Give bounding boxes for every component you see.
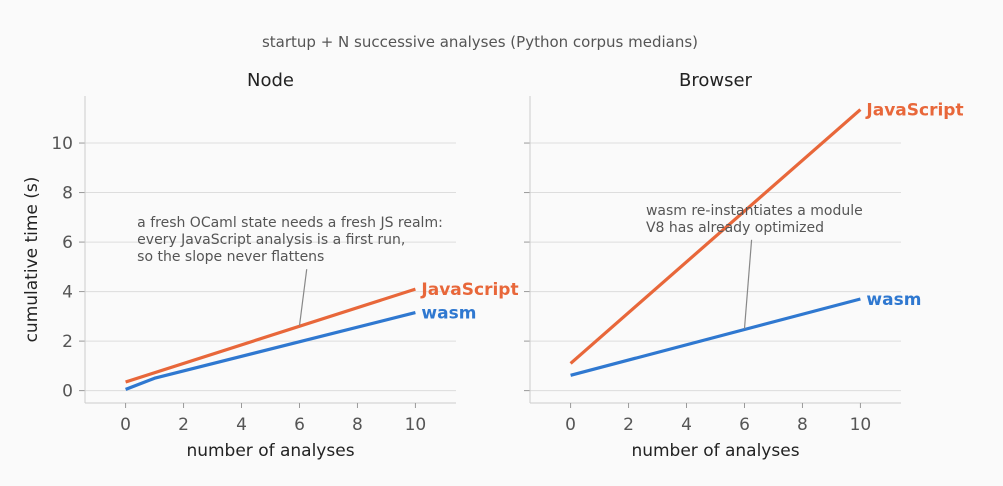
panel-browser: 0 2 4 6 8 10 number of analyses Browser JavaScri… (524, 70, 964, 461)
xtick-label: 8 (352, 415, 363, 435)
figure-suptitle: startup + N successive analyses (Python … (262, 33, 698, 51)
annotation-pointer (743, 239, 753, 329)
series-line-wasm (570, 297, 861, 377)
xtick-label: 6 (294, 415, 305, 435)
ytick-label: 4 (62, 283, 73, 303)
panel-title: Browser (679, 70, 753, 91)
xtick-label: 4 (681, 415, 692, 435)
series-label-javascript: JavaScript (420, 280, 518, 300)
annotation-text-line: so the slope never flattens (137, 249, 324, 265)
panel-node: 0 2 4 6 8 10 0 2 4 6 8 10 number of analyses cumulati… (22, 70, 519, 461)
annotation-text-line: wasm re-instantiates a module (646, 203, 863, 219)
y-axis-label: cumulative time (s) (22, 177, 42, 343)
annotation-pointer (298, 269, 308, 326)
x-axis-label: number of analyses (186, 441, 354, 461)
ytick-label: 0 (62, 382, 73, 402)
xtick-label: 2 (623, 415, 634, 435)
xtick-label: 2 (178, 415, 189, 435)
ytick-label: 8 (62, 184, 73, 204)
annotation-text-line: V8 has already optimized (646, 220, 824, 236)
series-label-wasm: wasm (421, 304, 476, 324)
panel-title: Node (247, 70, 294, 91)
ytick-label: 6 (62, 233, 73, 253)
annotation-text-line: every JavaScript analysis is a first run… (137, 232, 405, 248)
series-line-javascript (569, 108, 862, 365)
ytick-label: 10 (51, 134, 73, 154)
xtick-label: 8 (797, 415, 808, 435)
x-axis-label: number of analyses (631, 441, 799, 461)
xtick-label: 10 (850, 415, 872, 435)
series-label-javascript: JavaScript (865, 101, 963, 121)
xtick-label: 6 (739, 415, 750, 435)
ytick-label: 2 (62, 332, 73, 352)
series-label-wasm: wasm (866, 290, 921, 310)
xtick-label: 0 (120, 415, 131, 435)
xtick-label: 4 (236, 415, 247, 435)
series-line-wasm (125, 311, 416, 391)
series-line-javascript (125, 287, 416, 384)
xtick-label: 0 (565, 415, 576, 435)
annotation-text-line: a fresh OCaml state needs a fresh JS rea… (137, 215, 443, 231)
xtick-label: 10 (405, 415, 427, 435)
